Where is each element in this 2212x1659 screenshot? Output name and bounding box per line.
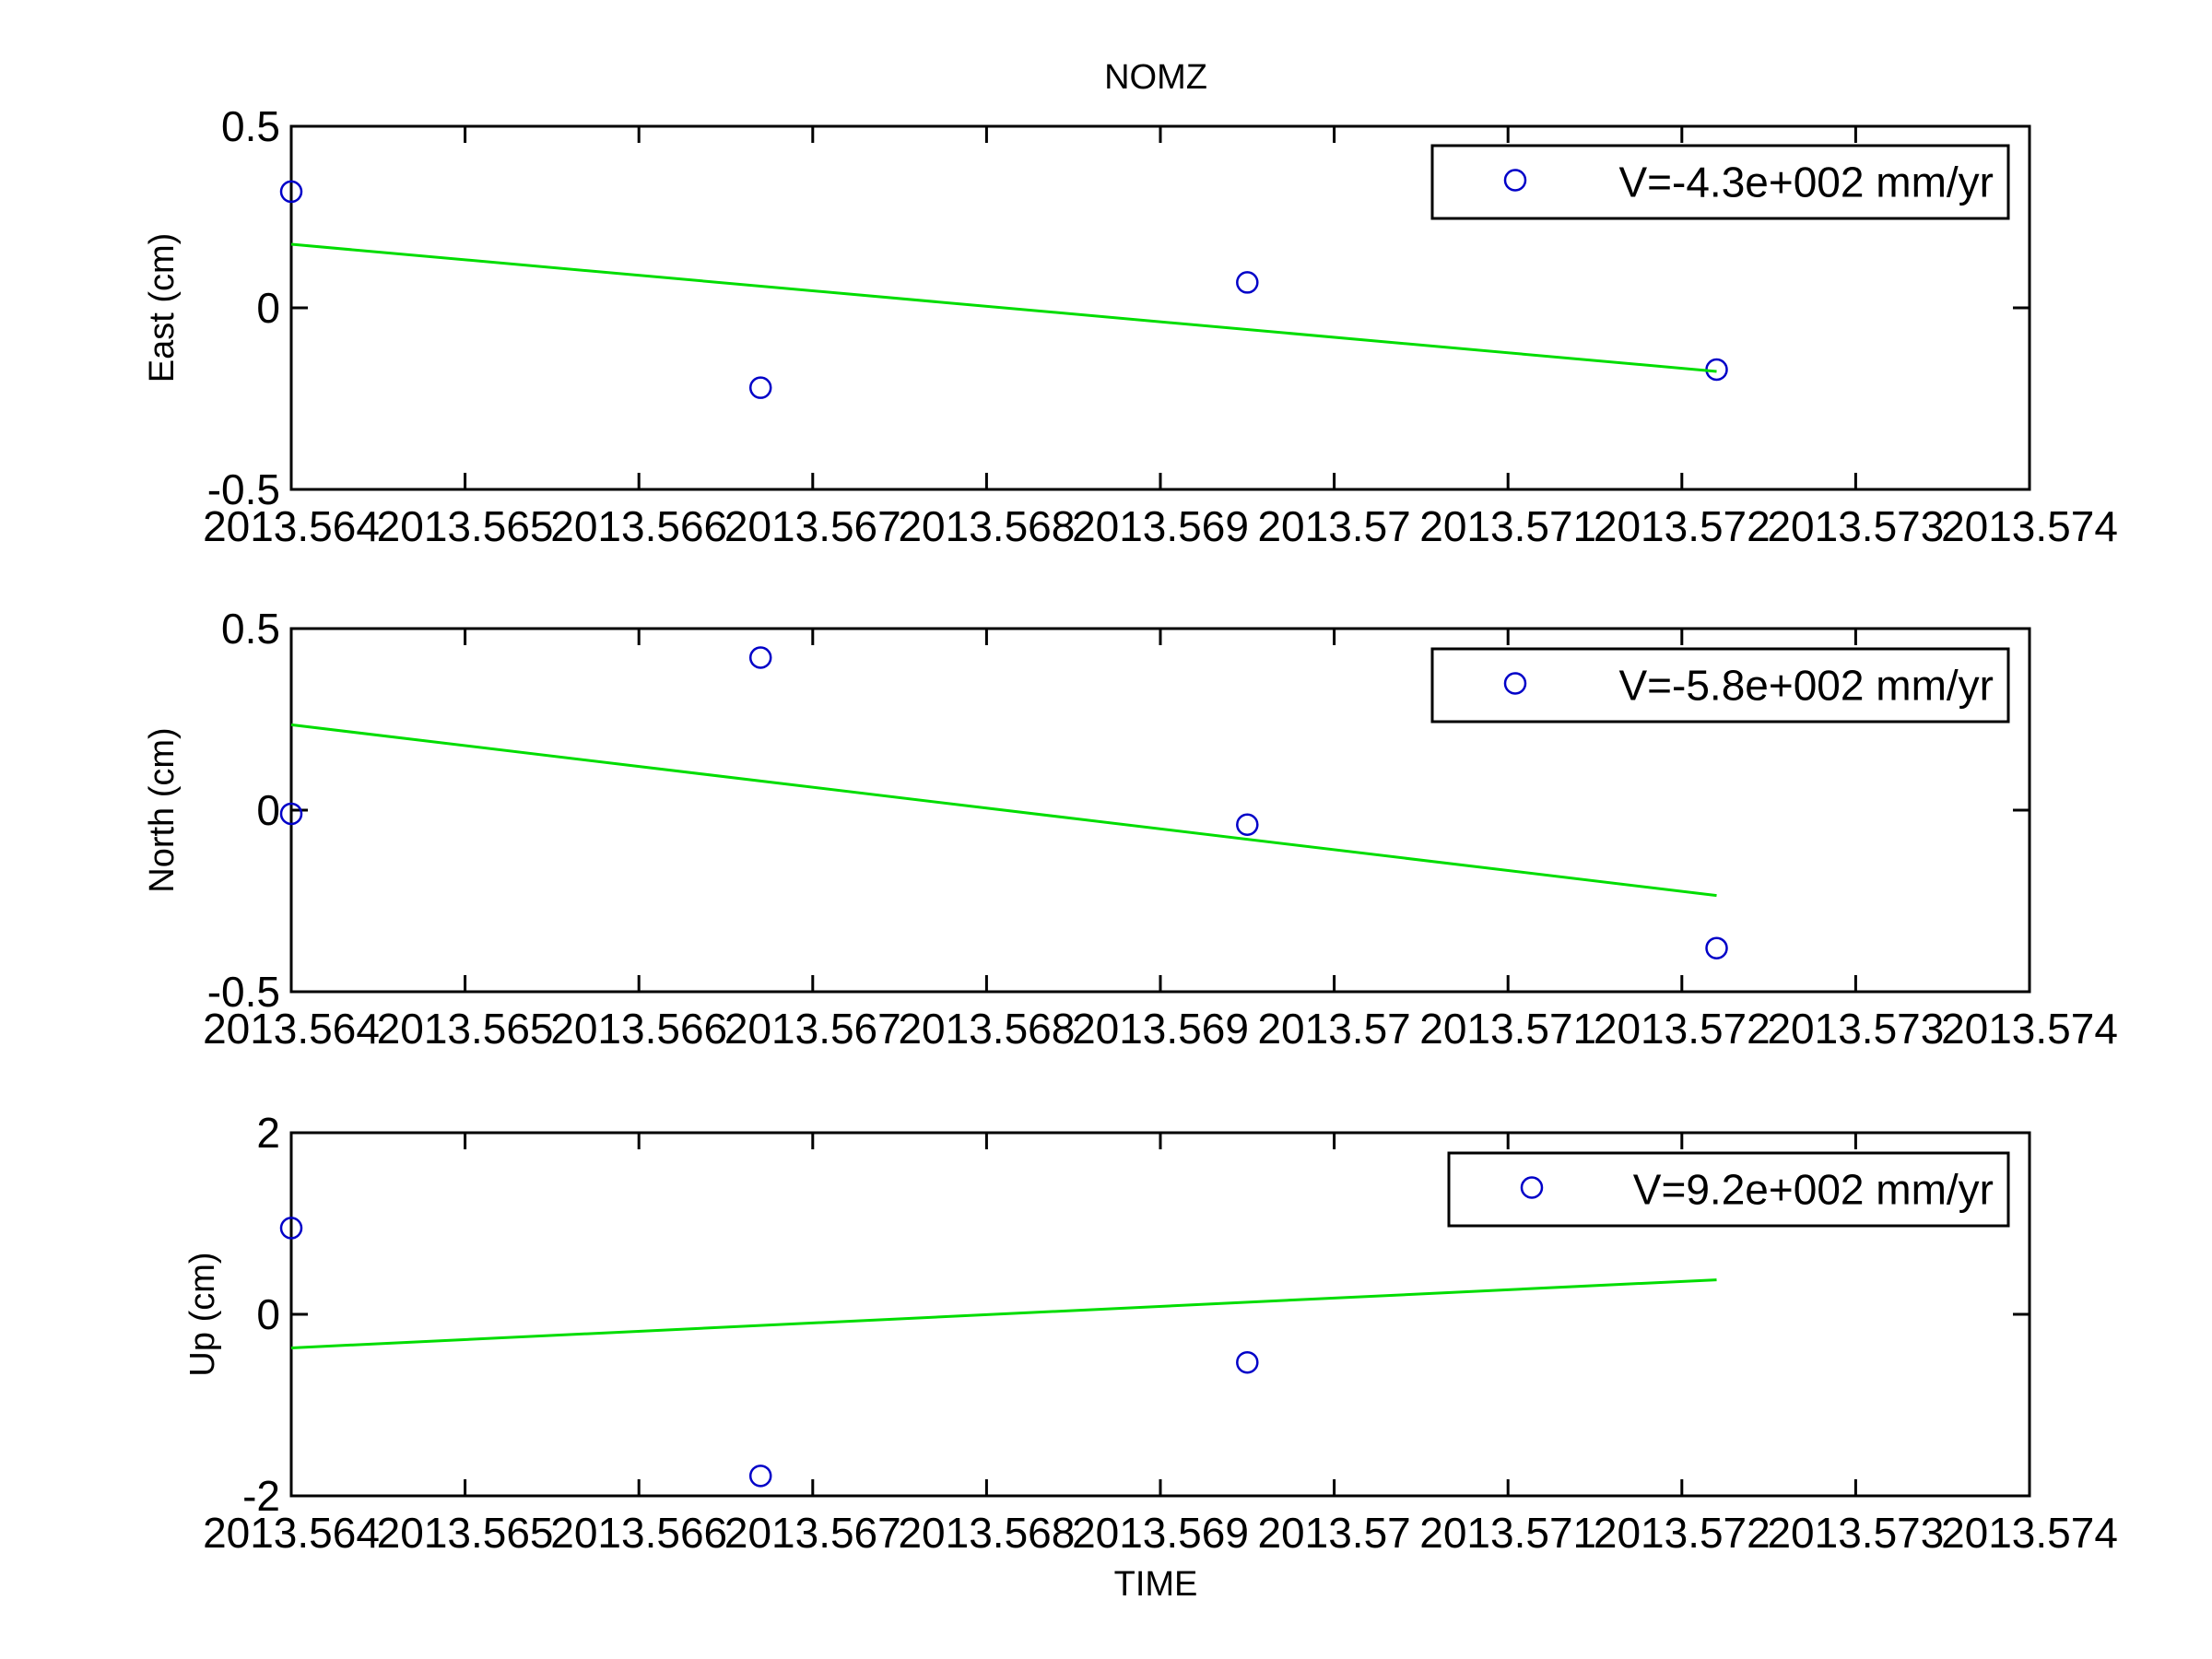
east-x-tick-label: 2013.566 xyxy=(550,502,727,550)
north-x-tick-label: 2013.569 xyxy=(1072,1005,1249,1053)
east-y-tick-label: 0.5 xyxy=(221,102,280,150)
east-y-tick-label: -0.5 xyxy=(207,465,280,513)
up-x-tick-label: 2013.567 xyxy=(724,1509,901,1557)
north-x-tick-label: 2013.57 xyxy=(1257,1005,1410,1053)
north-x-tick-label: 2013.572 xyxy=(1594,1005,1771,1053)
up-x-tick-label: 2013.568 xyxy=(898,1509,1075,1557)
up-legend-label: V=9.2e+002 mm/yr xyxy=(1633,1166,1994,1214)
north-y-tick-label: 0.5 xyxy=(221,605,280,653)
east-x-tick-label: 2013.569 xyxy=(1072,502,1249,550)
up-subplot: 2013.5642013.5652013.5662013.5672013.568… xyxy=(183,1109,2118,1557)
up-data-point xyxy=(279,1217,303,1240)
east-x-tick-label: 2013.571 xyxy=(1419,502,1596,550)
up-x-tick-label: 2013.571 xyxy=(1419,1509,1596,1557)
up-legend-marker xyxy=(1520,1176,1544,1199)
up-legend: V=9.2e+002 mm/yr xyxy=(1447,1151,2010,1228)
up-data-point xyxy=(1236,1350,1259,1374)
up-x-tick-label: 2013.569 xyxy=(1072,1509,1249,1557)
east-subplot: 2013.5642013.5652013.5662013.5672013.568… xyxy=(143,102,2118,550)
north-x-tick-label: 2013.566 xyxy=(550,1005,727,1053)
east-x-tick-label: 2013.564 xyxy=(203,502,380,550)
up-y-tick-label: 0 xyxy=(256,1290,280,1338)
north-x-tick-label: 2013.568 xyxy=(898,1005,1075,1053)
east-x-tick-label: 2013.568 xyxy=(898,502,1075,550)
east-x-tick-label: 2013.574 xyxy=(1941,502,2118,550)
north-fit-line xyxy=(290,723,1717,898)
east-x-tick-label: 2013.565 xyxy=(377,502,554,550)
north-subplot: 2013.5642013.5652013.5662013.5672013.568… xyxy=(143,605,2118,1053)
north-legend-marker xyxy=(1503,672,1527,695)
east-y-axis-label: East (cm) xyxy=(143,233,182,383)
north-legend-box xyxy=(1430,647,2010,724)
up-x-tick-label: 2013.565 xyxy=(377,1509,554,1557)
east-x-tick-label: 2013.572 xyxy=(1594,502,1771,550)
north-legend: V=-5.8e+002 mm/yr xyxy=(1430,647,2010,724)
north-x-tick-label: 2013.571 xyxy=(1419,1005,1596,1053)
east-x-tick-label: 2013.57 xyxy=(1257,502,1410,550)
north-data-point xyxy=(279,802,303,826)
east-data-point xyxy=(748,376,772,399)
east-data-point xyxy=(279,180,303,204)
north-data-point xyxy=(748,646,772,669)
north-x-tick-label: 2013.567 xyxy=(724,1005,901,1053)
east-x-tick-label: 2013.567 xyxy=(724,502,901,550)
figure-title: NOMZ xyxy=(1104,58,1207,97)
east-fit-line xyxy=(290,242,1717,373)
up-y-axis-label: Up (cm) xyxy=(183,1252,222,1376)
x-axis-label: TIME xyxy=(1114,1565,1198,1604)
east-legend: V=-4.3e+002 mm/yr xyxy=(1430,144,2010,220)
up-y-tick-label: 2 xyxy=(256,1109,280,1157)
up-x-tick-label: 2013.573 xyxy=(1767,1509,1944,1557)
north-data-point xyxy=(1705,936,1728,959)
north-x-tick-label: 2013.573 xyxy=(1767,1005,1944,1053)
east-x-tick-label: 2013.573 xyxy=(1767,502,1944,550)
up-x-tick-label: 2013.572 xyxy=(1594,1509,1771,1557)
north-y-tick-label: 0 xyxy=(256,786,280,834)
up-data-point xyxy=(748,1465,772,1488)
east-legend-label: V=-4.3e+002 mm/yr xyxy=(1618,159,1994,206)
north-y-axis-label: North (cm) xyxy=(143,727,182,892)
north-x-tick-label: 2013.574 xyxy=(1941,1005,2118,1053)
up-x-tick-label: 2013.566 xyxy=(550,1509,727,1557)
east-y-tick-label: 0 xyxy=(256,284,280,332)
north-legend-label: V=-5.8e+002 mm/yr xyxy=(1618,662,1994,710)
east-legend-marker xyxy=(1503,169,1527,192)
up-x-tick-label: 2013.574 xyxy=(1941,1509,2118,1557)
up-x-tick-label: 2013.57 xyxy=(1257,1509,1410,1557)
up-y-tick-label: -2 xyxy=(242,1472,280,1520)
north-data-point xyxy=(1236,813,1259,837)
north-x-tick-label: 2013.565 xyxy=(377,1005,554,1053)
north-x-tick-label: 2013.564 xyxy=(203,1005,380,1053)
east-legend-box xyxy=(1430,144,2010,220)
north-y-tick-label: -0.5 xyxy=(207,968,280,1016)
up-x-tick-label: 2013.564 xyxy=(203,1509,380,1557)
up-fit-line xyxy=(290,1278,1717,1349)
east-data-point xyxy=(1236,271,1259,294)
subplots: 2013.5642013.5652013.5662013.5672013.568… xyxy=(143,102,2118,1557)
